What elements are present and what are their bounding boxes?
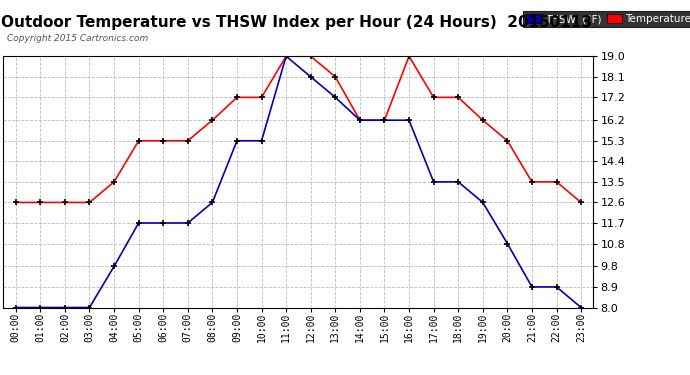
Text: Copyright 2015 Cartronics.com: Copyright 2015 Cartronics.com [7,34,148,43]
Text: Outdoor Temperature vs THSW Index per Hour (24 Hours)  20150113: Outdoor Temperature vs THSW Index per Ho… [1,15,592,30]
Legend: THSW  (°F), Temperature  (°F): THSW (°F), Temperature (°F) [523,11,690,27]
